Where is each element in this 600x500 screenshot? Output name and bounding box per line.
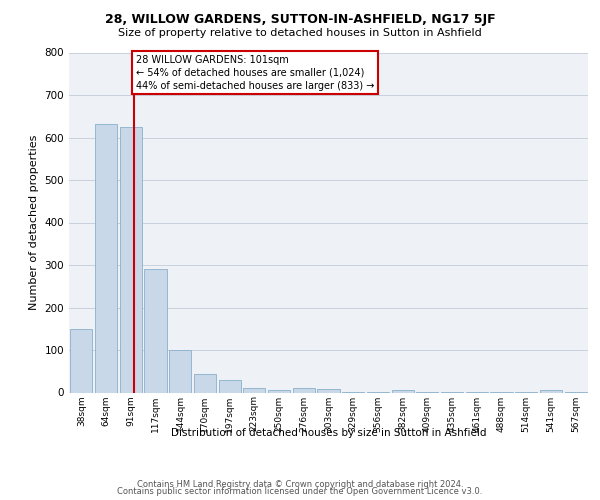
Bar <box>169 350 191 393</box>
Text: Contains HM Land Registry data © Crown copyright and database right 2024.: Contains HM Land Registry data © Crown c… <box>137 480 463 489</box>
Text: Distribution of detached houses by size in Sutton in Ashfield: Distribution of detached houses by size … <box>171 428 487 438</box>
Y-axis label: Number of detached properties: Number of detached properties <box>29 135 39 310</box>
Bar <box>243 388 265 392</box>
Bar <box>540 390 562 392</box>
Bar <box>218 380 241 392</box>
Bar <box>70 329 92 392</box>
Bar <box>392 390 414 392</box>
Text: 28 WILLOW GARDENS: 101sqm
← 54% of detached houses are smaller (1,024)
44% of se: 28 WILLOW GARDENS: 101sqm ← 54% of detac… <box>136 54 374 91</box>
Text: 28, WILLOW GARDENS, SUTTON-IN-ASHFIELD, NG17 5JF: 28, WILLOW GARDENS, SUTTON-IN-ASHFIELD, … <box>104 12 496 26</box>
Text: Contains public sector information licensed under the Open Government Licence v3: Contains public sector information licen… <box>118 488 482 496</box>
Text: Size of property relative to detached houses in Sutton in Ashfield: Size of property relative to detached ho… <box>118 28 482 38</box>
Bar <box>293 388 315 392</box>
Bar <box>145 269 167 392</box>
Bar <box>268 390 290 392</box>
Bar <box>95 124 117 392</box>
Bar <box>119 127 142 392</box>
Bar <box>317 389 340 392</box>
Bar <box>194 374 216 392</box>
